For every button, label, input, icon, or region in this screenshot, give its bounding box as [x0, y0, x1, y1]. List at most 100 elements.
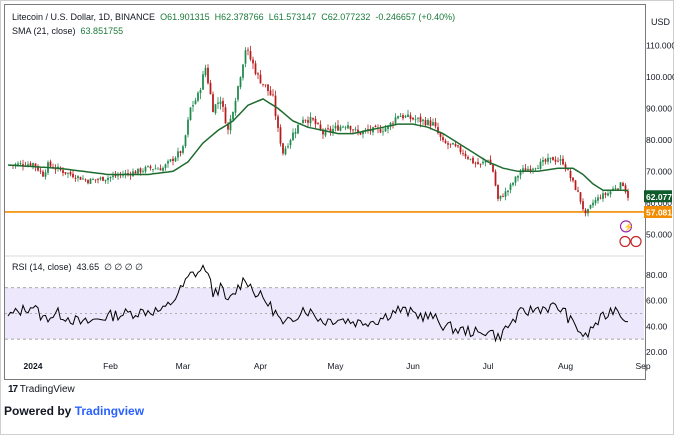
- rsi-legend: RSI (14, close) 43.65 ∅ ∅ ∅ ∅: [12, 262, 143, 273]
- candle-body: [597, 197, 599, 201]
- candle-body: [224, 107, 227, 124]
- candle-body: [187, 119, 189, 135]
- candle-body: [619, 182, 622, 190]
- sma-legend: SMA (21, close) 63.851755: [12, 26, 123, 36]
- candle-body: [114, 174, 117, 177]
- candle-body: [452, 143, 454, 145]
- candle-body: [602, 193, 604, 199]
- candle-body: [552, 157, 554, 161]
- candle-body: [434, 122, 437, 127]
- candle-body: [447, 143, 449, 145]
- candle-body: [467, 156, 469, 159]
- candle-body: [477, 162, 479, 165]
- candle-body: [547, 157, 549, 162]
- last-price-tag: [644, 190, 672, 203]
- candle-body: [474, 162, 477, 164]
- candle-body: [269, 90, 272, 96]
- candle-body: [414, 119, 417, 121]
- candle-body: [577, 190, 579, 192]
- candle-body: [144, 167, 147, 172]
- candle-body: [167, 161, 169, 164]
- candle-body: [239, 77, 242, 88]
- candle-body: [354, 128, 357, 130]
- candle-body: [54, 168, 57, 170]
- candle-body: [482, 161, 484, 164]
- candle-body: [589, 204, 592, 209]
- candle-body: [247, 49, 249, 51]
- candle-body: [284, 148, 287, 155]
- candle-body: [164, 164, 167, 168]
- candle-body: [382, 131, 384, 133]
- candle-body: [127, 173, 129, 174]
- axis-layer: 50.000 60.000 70.000 80.000 90.000 100.000 110…: [24, 40, 674, 371]
- low-value: L61.573147: [268, 12, 317, 22]
- candle-body: [79, 176, 82, 180]
- candle-body: [69, 172, 72, 175]
- price-axis-tick: 110.000: [646, 40, 674, 50]
- candle-body: [117, 175, 119, 177]
- candle-body: [32, 163, 34, 166]
- candle-body: [459, 146, 462, 153]
- candle-body: [527, 168, 529, 171]
- candle-body: [572, 177, 574, 181]
- tradingview-logo[interactable]: 17 TradingView: [8, 384, 75, 395]
- candle-body: [604, 193, 607, 195]
- candle-body: [289, 140, 292, 146]
- candle-body: [34, 163, 37, 168]
- price-axis-tick: 80.000: [646, 135, 672, 145]
- price-axis-tick: 60.000: [646, 198, 672, 208]
- rsi-line: [7, 264, 628, 343]
- candle-body: [329, 128, 332, 132]
- candle-body: [189, 107, 192, 120]
- candle-body: [84, 179, 87, 181]
- candle-body: [592, 202, 594, 206]
- candle-body: [384, 128, 387, 132]
- rsi-axis-tick: 80.00: [646, 270, 668, 280]
- candle-body: [359, 132, 362, 135]
- candle-body: [584, 209, 587, 214]
- candle-body: [442, 137, 444, 141]
- candle-body: [204, 67, 207, 76]
- candle-body: [554, 159, 557, 162]
- candle-body: [559, 159, 562, 161]
- candle-body: [347, 125, 349, 129]
- candle-body: [337, 125, 339, 131]
- powered-by-text: Powered by Tradingview: [4, 404, 144, 418]
- candle-body: [504, 191, 507, 197]
- candle-body: [62, 170, 64, 173]
- candle-body: [14, 164, 17, 166]
- candle-body: [399, 116, 402, 118]
- candle-body: [19, 163, 22, 165]
- candle-body: [22, 164, 24, 167]
- candle-body: [67, 172, 69, 174]
- candle-body: [199, 89, 202, 94]
- candle-body: [509, 184, 512, 190]
- candle-body: [352, 129, 354, 131]
- candle-body: [537, 167, 539, 169]
- support-price-label: 57.081: [646, 207, 672, 217]
- candle-body: [49, 161, 52, 167]
- high-value: H62.378766: [214, 12, 264, 22]
- sma-label: SMA (21, close): [12, 26, 76, 36]
- candle-body: [582, 201, 584, 210]
- candle-body: [72, 173, 74, 178]
- candle-body: [522, 168, 524, 171]
- candle-body: [357, 129, 359, 133]
- candle-body: [174, 157, 177, 162]
- candle-body: [319, 124, 322, 130]
- candle-body: [42, 171, 44, 177]
- candle-body: [512, 182, 514, 185]
- candle-body: [324, 129, 327, 136]
- candle-body: [444, 140, 447, 143]
- time-axis-tick: Apr: [254, 361, 267, 371]
- candle-body: [64, 172, 67, 174]
- rsi-value: 43.65: [76, 262, 100, 272]
- candle-body: [392, 123, 394, 125]
- candle-body: [609, 191, 612, 195]
- candle-body: [339, 126, 342, 131]
- powered-brand-link[interactable]: Tradingview: [74, 404, 145, 418]
- candle-body: [364, 129, 367, 131]
- candle-body: [279, 127, 282, 144]
- candle-body: [112, 175, 114, 177]
